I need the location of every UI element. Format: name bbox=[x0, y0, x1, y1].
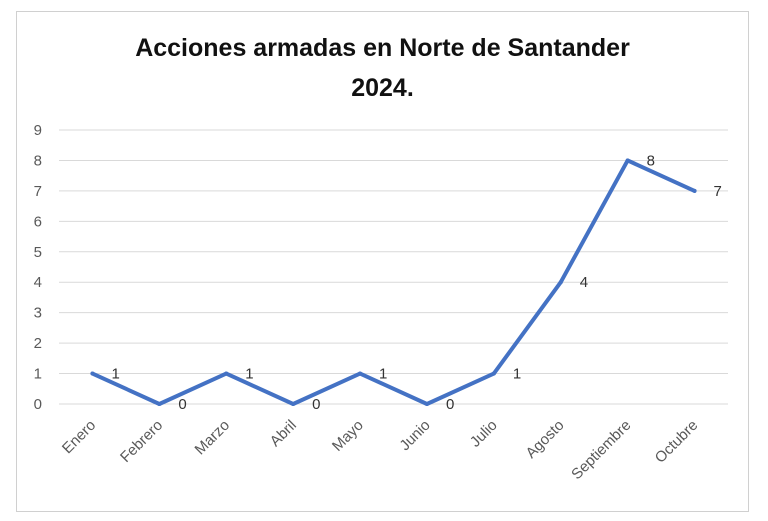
x-tick-label: Agosto bbox=[523, 417, 568, 462]
data-label: 0 bbox=[178, 396, 186, 413]
x-tick-label: Enero bbox=[59, 417, 99, 457]
y-tick-label: 8 bbox=[34, 152, 42, 169]
data-label: 1 bbox=[513, 366, 521, 383]
data-point bbox=[558, 280, 563, 285]
data-point bbox=[424, 402, 429, 406]
data-label: 8 bbox=[647, 152, 655, 169]
chart-title-line2: 2024. bbox=[351, 74, 414, 102]
data-labels: 1 0 1 0 1 0 1 4 8 7 bbox=[111, 152, 721, 413]
x-tick-label: Mayo bbox=[329, 417, 367, 455]
data-point bbox=[291, 402, 296, 406]
chart-title-line1: Acciones armadas en Norte de Santander bbox=[135, 34, 630, 62]
y-axis-ticks: 0 1 2 3 4 5 6 7 8 9 bbox=[34, 122, 42, 413]
data-point bbox=[491, 371, 496, 376]
y-tick-label: 5 bbox=[34, 244, 42, 261]
x-tick-label: Julio bbox=[467, 417, 501, 451]
data-point bbox=[224, 371, 229, 376]
data-point bbox=[692, 188, 697, 193]
data-label: 0 bbox=[446, 396, 454, 413]
x-tick-label: Febrero bbox=[117, 417, 166, 466]
data-point bbox=[625, 158, 630, 163]
data-label: 1 bbox=[379, 366, 387, 383]
y-tick-label: 3 bbox=[34, 305, 42, 322]
x-tick-label: Octubre bbox=[652, 417, 702, 467]
series-line bbox=[90, 158, 697, 406]
data-point bbox=[90, 371, 95, 376]
data-label: 4 bbox=[580, 274, 588, 291]
data-point bbox=[157, 402, 162, 406]
chart-frame bbox=[16, 11, 749, 512]
data-label: 7 bbox=[714, 183, 722, 200]
data-label: 0 bbox=[312, 396, 320, 413]
series-line-group bbox=[90, 158, 697, 406]
y-tick-label: 4 bbox=[34, 274, 42, 291]
y-tick-label: 2 bbox=[34, 335, 42, 352]
x-axis-ticks: Enero Febrero Marzo Abril Mayo Junio Julio Agos… bbox=[59, 417, 701, 483]
y-tick-label: 0 bbox=[34, 396, 42, 413]
chart-title: Acciones armadas en Norte de Santander 2… bbox=[16, 28, 749, 108]
x-tick-label: Junio bbox=[396, 417, 433, 454]
x-tick-label: Abril bbox=[267, 417, 300, 450]
data-label: 1 bbox=[111, 366, 119, 383]
x-tick-label: Septiembre bbox=[568, 417, 634, 483]
y-tick-label: 7 bbox=[34, 183, 42, 200]
y-tick-label: 1 bbox=[34, 366, 42, 383]
y-tick-label: 9 bbox=[34, 122, 42, 139]
x-tick-label: Marzo bbox=[192, 417, 233, 458]
data-point bbox=[358, 371, 363, 376]
gridlines bbox=[59, 129, 728, 405]
y-tick-label: 6 bbox=[34, 213, 42, 230]
data-label: 1 bbox=[245, 366, 253, 383]
